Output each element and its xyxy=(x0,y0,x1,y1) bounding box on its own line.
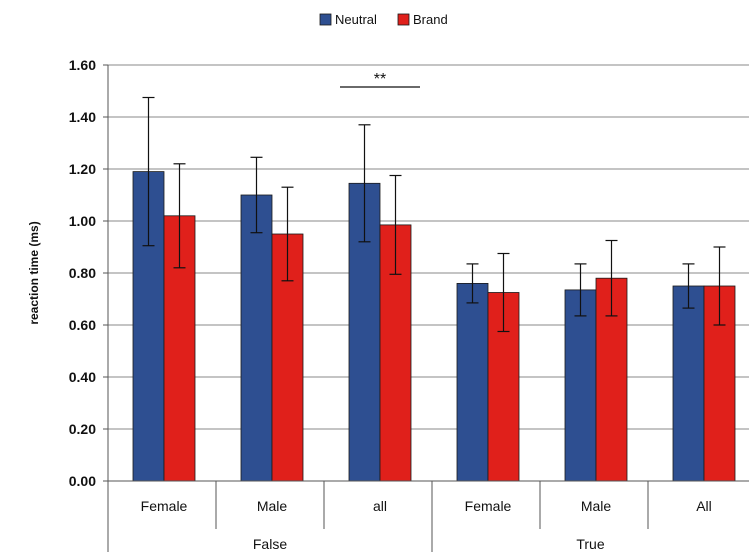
legend: Neutral Brand xyxy=(319,12,448,27)
significance-label: ** xyxy=(374,71,386,88)
axis-labels: 0.00 0.20 0.40 0.60 0.80 1.00 1.20 1.40 1.60 Fema… xyxy=(27,57,712,552)
group-label: False xyxy=(253,536,287,552)
error-bars xyxy=(142,96,726,333)
y-tick-label: 0.40 xyxy=(69,369,96,385)
bar-neutral xyxy=(564,289,597,482)
y-tick-label: 0.00 xyxy=(69,473,96,489)
gridlines xyxy=(108,64,749,430)
category-label: Female xyxy=(141,498,188,514)
y-tick-label: 1.00 xyxy=(69,213,96,229)
legend-label: Neutral xyxy=(335,12,377,27)
group-label: True xyxy=(576,536,604,552)
bar-neutral xyxy=(240,194,273,482)
category-label: Male xyxy=(581,498,612,514)
category-label: Female xyxy=(465,498,512,514)
y-tick-label: 1.20 xyxy=(69,161,96,177)
legend-swatch-brand xyxy=(397,13,410,26)
y-tick-label: 0.60 xyxy=(69,317,96,333)
bars xyxy=(132,171,736,482)
y-axis-label: reaction time (ms) xyxy=(27,221,41,324)
y-tick-label: 0.20 xyxy=(69,421,96,437)
bar-neutral xyxy=(672,285,705,482)
annotations: ** xyxy=(340,71,420,88)
category-label: all xyxy=(373,498,387,514)
bar-neutral xyxy=(456,282,489,482)
y-tick-label: 1.40 xyxy=(69,109,96,125)
legend-swatch-neutral xyxy=(319,13,332,26)
category-label: Male xyxy=(257,498,288,514)
category-label: All xyxy=(696,498,712,514)
y-tick-label: 1.60 xyxy=(69,57,96,73)
legend-label: Brand xyxy=(413,12,448,27)
axes xyxy=(103,64,749,552)
y-tick-label: 0.80 xyxy=(69,265,96,281)
bar-brand xyxy=(271,233,304,482)
